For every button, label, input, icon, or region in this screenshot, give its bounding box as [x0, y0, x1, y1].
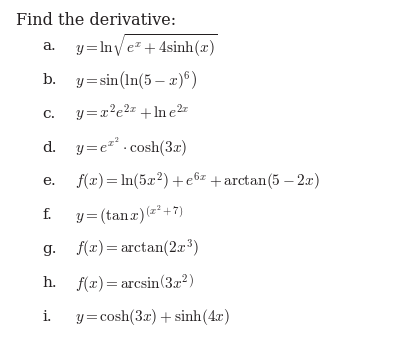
- Text: h.: h.: [43, 276, 57, 290]
- Text: f.: f.: [43, 208, 52, 222]
- Text: $y = (\tan x)^{(x^2+7)}$: $y = (\tan x)^{(x^2+7)}$: [75, 204, 183, 227]
- Text: $y = e^{x^2} \cdot \cosh(3x)$: $y = e^{x^2} \cdot \cosh(3x)$: [75, 136, 187, 159]
- Text: $y = x^2 e^{2x} + \ln e^{2x}$: $y = x^2 e^{2x} + \ln e^{2x}$: [75, 103, 189, 124]
- Text: $f(x) = \arctan(2x^3)$: $f(x) = \arctan(2x^3)$: [75, 238, 198, 260]
- Text: c.: c.: [43, 107, 56, 121]
- Text: b.: b.: [43, 73, 57, 87]
- Text: g.: g.: [43, 242, 57, 256]
- Text: e.: e.: [43, 174, 56, 189]
- Text: $f(x) = \arcsin\!\left(3x^2\right)$: $f(x) = \arcsin\!\left(3x^2\right)$: [75, 272, 194, 294]
- Text: d.: d.: [43, 140, 57, 155]
- Text: $y = \ln\!\sqrt{e^x + 4\sinh(x)}$: $y = \ln\!\sqrt{e^x + 4\sinh(x)}$: [75, 32, 217, 59]
- Text: i.: i.: [43, 310, 52, 324]
- Text: $y = \cosh(3x) + \sinh(4x)$: $y = \cosh(3x) + \sinh(4x)$: [75, 307, 230, 327]
- Text: $y = \sin\!\left(\ln(5-x)^6\right)$: $y = \sin\!\left(\ln(5-x)^6\right)$: [75, 69, 196, 91]
- Text: $f(x) = \ln(5x^2) + e^{6x} + \arctan(5-2x)$: $f(x) = \ln(5x^2) + e^{6x} + \arctan(5-2…: [75, 170, 319, 192]
- Text: a.: a.: [43, 39, 56, 53]
- Text: Find the derivative:: Find the derivative:: [16, 12, 176, 29]
